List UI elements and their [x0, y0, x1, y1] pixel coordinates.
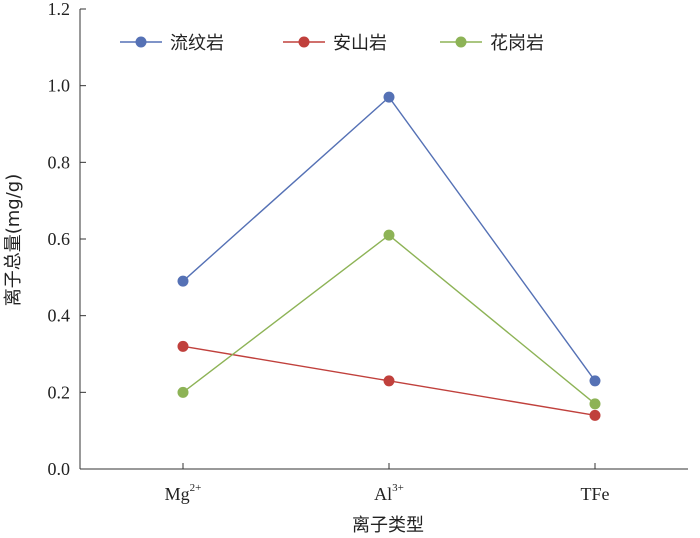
data-point: [177, 386, 189, 398]
series-group: [177, 91, 601, 421]
legend-item: 安山岩: [283, 33, 387, 54]
x-ticks: Mg2+ Al3+ TFe: [165, 463, 610, 504]
legend-marker: [298, 36, 310, 48]
x-tick-label: TFe: [581, 484, 610, 504]
data-point: [383, 91, 395, 103]
y-tick-label: 0.2: [48, 382, 71, 402]
series-2: [177, 340, 601, 421]
data-point: [383, 375, 395, 387]
legend: 流纹岩 安山岩 花岗岩: [120, 33, 544, 54]
data-point: [177, 275, 189, 287]
y-tick-label: 0.8: [48, 152, 71, 172]
y-tick-label: 0.6: [48, 229, 71, 249]
data-point: [589, 398, 601, 410]
data-point: [383, 229, 395, 241]
legend-marker: [455, 36, 467, 48]
x-tick-label: Mg2+: [165, 482, 202, 504]
y-tick-label: 0.4: [48, 306, 71, 326]
series-1: [177, 91, 601, 387]
series-3: [177, 229, 601, 410]
y-ticks: 0.0 0.2 0.4 0.6 0.8 1.0 1.2: [48, 0, 86, 479]
data-point: [177, 340, 189, 352]
legend-label: 花岗岩: [490, 33, 544, 54]
legend-label: 安山岩: [333, 33, 387, 54]
data-point: [589, 375, 601, 387]
legend-item: 花岗岩: [440, 33, 544, 54]
y-tick-label: 1.0: [48, 76, 71, 96]
y-axis-title: 离子总量(mg/g): [3, 174, 24, 307]
data-point: [589, 409, 601, 421]
legend-marker: [135, 36, 147, 48]
y-tick-label: 0.0: [48, 459, 71, 479]
y-tick-label: 1.2: [48, 0, 71, 19]
x-axis-title: 离子类型: [352, 515, 424, 536]
legend-label: 流纹岩: [170, 33, 224, 54]
legend-item: 流纹岩: [120, 33, 224, 54]
x-tick-label: Al3+: [374, 482, 404, 504]
